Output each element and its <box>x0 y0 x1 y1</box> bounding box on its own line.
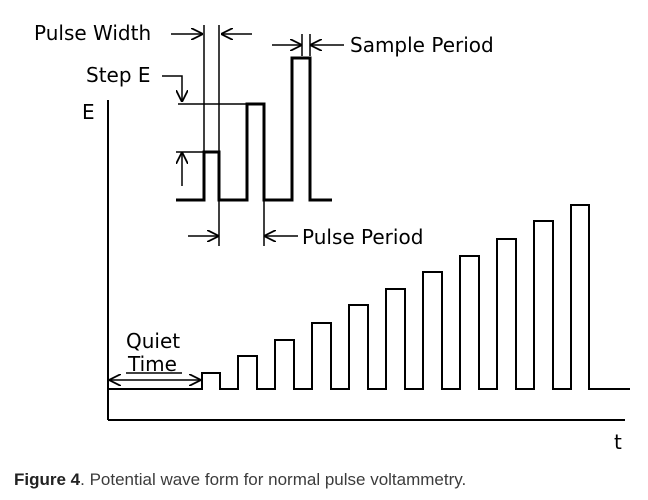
caption-text: . Potential wave form for normal pulse v… <box>80 470 467 489</box>
quiet-time-label-line2: Time <box>127 352 177 376</box>
step-e-leader <box>162 75 182 102</box>
sample-period-label: Sample Period <box>350 33 494 57</box>
waveform-diagram: E t Quiet Time Pulse Width Step E Sample… <box>34 21 630 454</box>
pulse-period-label: Pulse Period <box>302 225 423 249</box>
figure-number: Figure 4 <box>14 470 81 489</box>
quiet-time-label-line1: Quiet <box>126 329 180 353</box>
t-axis-label: t <box>614 430 622 454</box>
step-e-label: Step E <box>86 63 151 87</box>
pulse-width-label: Pulse Width <box>34 21 151 45</box>
pulse-train-waveform <box>108 204 630 390</box>
inset-pulse-waveform <box>176 56 332 202</box>
e-axis-label: E <box>82 100 95 124</box>
figure-caption: Figure 4. Potential wave form for normal… <box>14 470 466 490</box>
